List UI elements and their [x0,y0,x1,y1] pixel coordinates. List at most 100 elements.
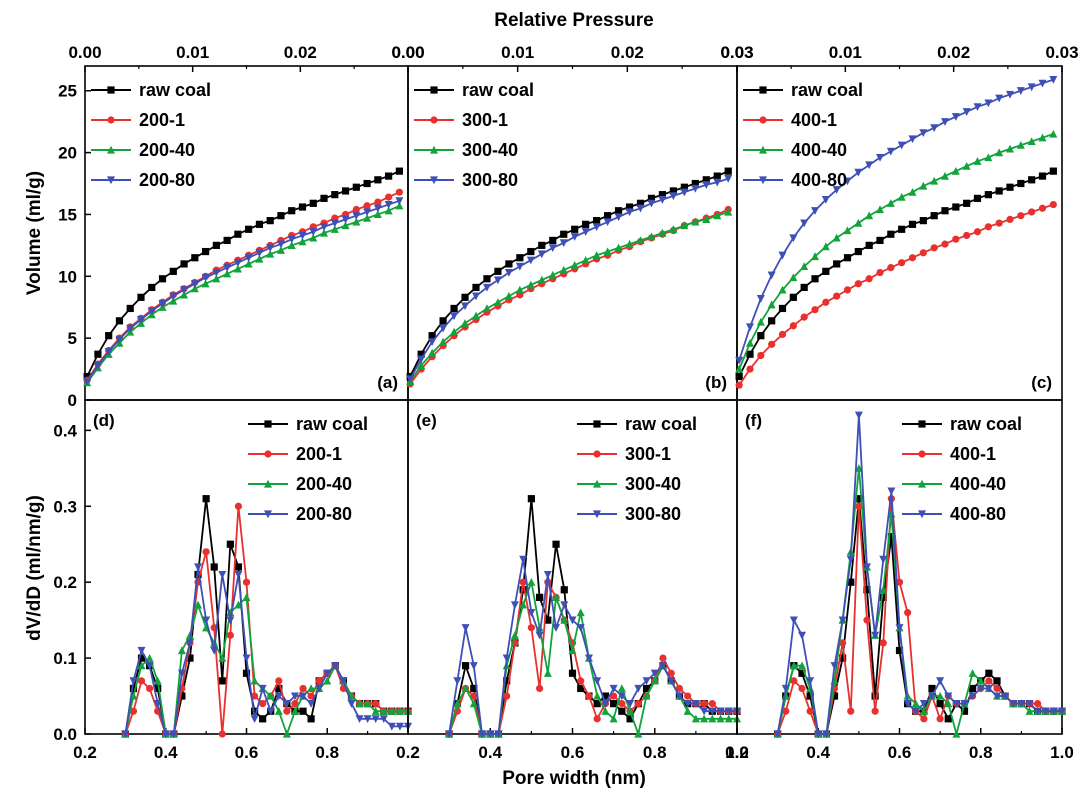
data-point [716,707,725,716]
data-point [675,692,684,701]
data-point [275,677,283,685]
data-point [417,350,425,358]
data-point [838,616,847,625]
data-point [395,707,404,715]
data-point [549,236,557,245]
data-point [952,700,961,708]
data-point [833,292,841,300]
legend-label: raw coal [791,80,863,100]
legend: raw coal 200-1 200-40 200-80 [91,80,211,190]
data-point [865,241,873,249]
data-point [669,225,678,233]
data-point [126,324,135,333]
data-point [724,167,732,175]
data-point [1006,183,1014,191]
data-point [963,199,971,207]
data-point [121,730,130,739]
data-point [724,174,733,183]
data-point [984,223,992,231]
data-point [928,692,936,701]
data-point [298,203,307,211]
data-point [493,276,502,285]
data-point [115,317,124,325]
data-point [636,204,645,213]
data-point [897,141,906,150]
data-point [309,233,318,242]
data-point [708,714,717,723]
data-point [854,411,863,420]
data-point [218,677,226,685]
data-point [1017,212,1025,220]
data-point [439,324,448,333]
data-point [618,700,626,708]
y-tick-label: 0.1 [53,649,77,668]
data-point [843,286,852,294]
x-tick-label: 0.01 [501,43,534,62]
data-point [146,684,154,693]
y-tick-label: 0.3 [53,497,77,516]
data-point [288,207,296,215]
data-point [930,212,938,220]
data-point [385,172,393,180]
panel-label: (c) [1031,373,1052,392]
data-point [461,319,470,327]
data-point [713,172,721,180]
data-point [930,176,939,185]
data-point [242,669,251,677]
data-point [798,631,806,640]
data-point [702,181,711,189]
data-point [609,684,618,693]
data-point [879,555,888,564]
data-point [1025,700,1034,708]
data-point [879,593,887,601]
panel-b: 0.00 0.01 0.02 0.03 raw coal 300-1 300-40 300-8… [391,43,754,401]
data-point [145,653,154,662]
data-point [746,338,754,347]
data-point [526,256,535,265]
data-point [757,332,765,340]
data-point [470,692,478,700]
data-point [218,570,227,579]
x-tick-label: 0.2 [725,743,749,762]
data-point [1049,707,1058,716]
legend-swatch-marker [430,145,438,154]
data-point [439,337,448,346]
data-point [658,662,667,670]
x-tick-label: 0.01 [176,43,209,62]
plot-frame [736,65,1063,401]
data-point [543,669,552,677]
data-point [560,601,569,610]
data-point [494,730,503,739]
data-point [309,199,317,207]
series-300-80 [406,174,733,384]
data-point [789,273,798,282]
series-line [124,566,408,735]
data-point [798,684,806,693]
data-point [536,593,544,601]
data-point [995,148,1004,157]
data-point [83,372,91,381]
data-point [757,351,765,360]
data-point [387,707,396,715]
legend-label: 400-80 [950,504,1006,524]
series-line [776,468,1062,738]
data-point [226,540,234,548]
data-point [944,692,953,701]
legend-label: 200-40 [296,474,352,494]
data-point [876,205,884,214]
data-point [617,692,626,701]
data-point [789,322,797,330]
data-point [307,715,315,723]
data-point [700,714,709,723]
data-point [212,268,221,277]
data-point [339,677,348,686]
data-point [527,577,536,586]
legend: raw coal 400-1 400-40 400-80 [743,80,863,190]
data-point [250,676,259,685]
data-point [105,332,113,340]
data-point [428,332,436,340]
data-point [385,193,393,201]
data-point [930,244,938,252]
data-point [282,700,291,708]
series-line [448,578,737,738]
